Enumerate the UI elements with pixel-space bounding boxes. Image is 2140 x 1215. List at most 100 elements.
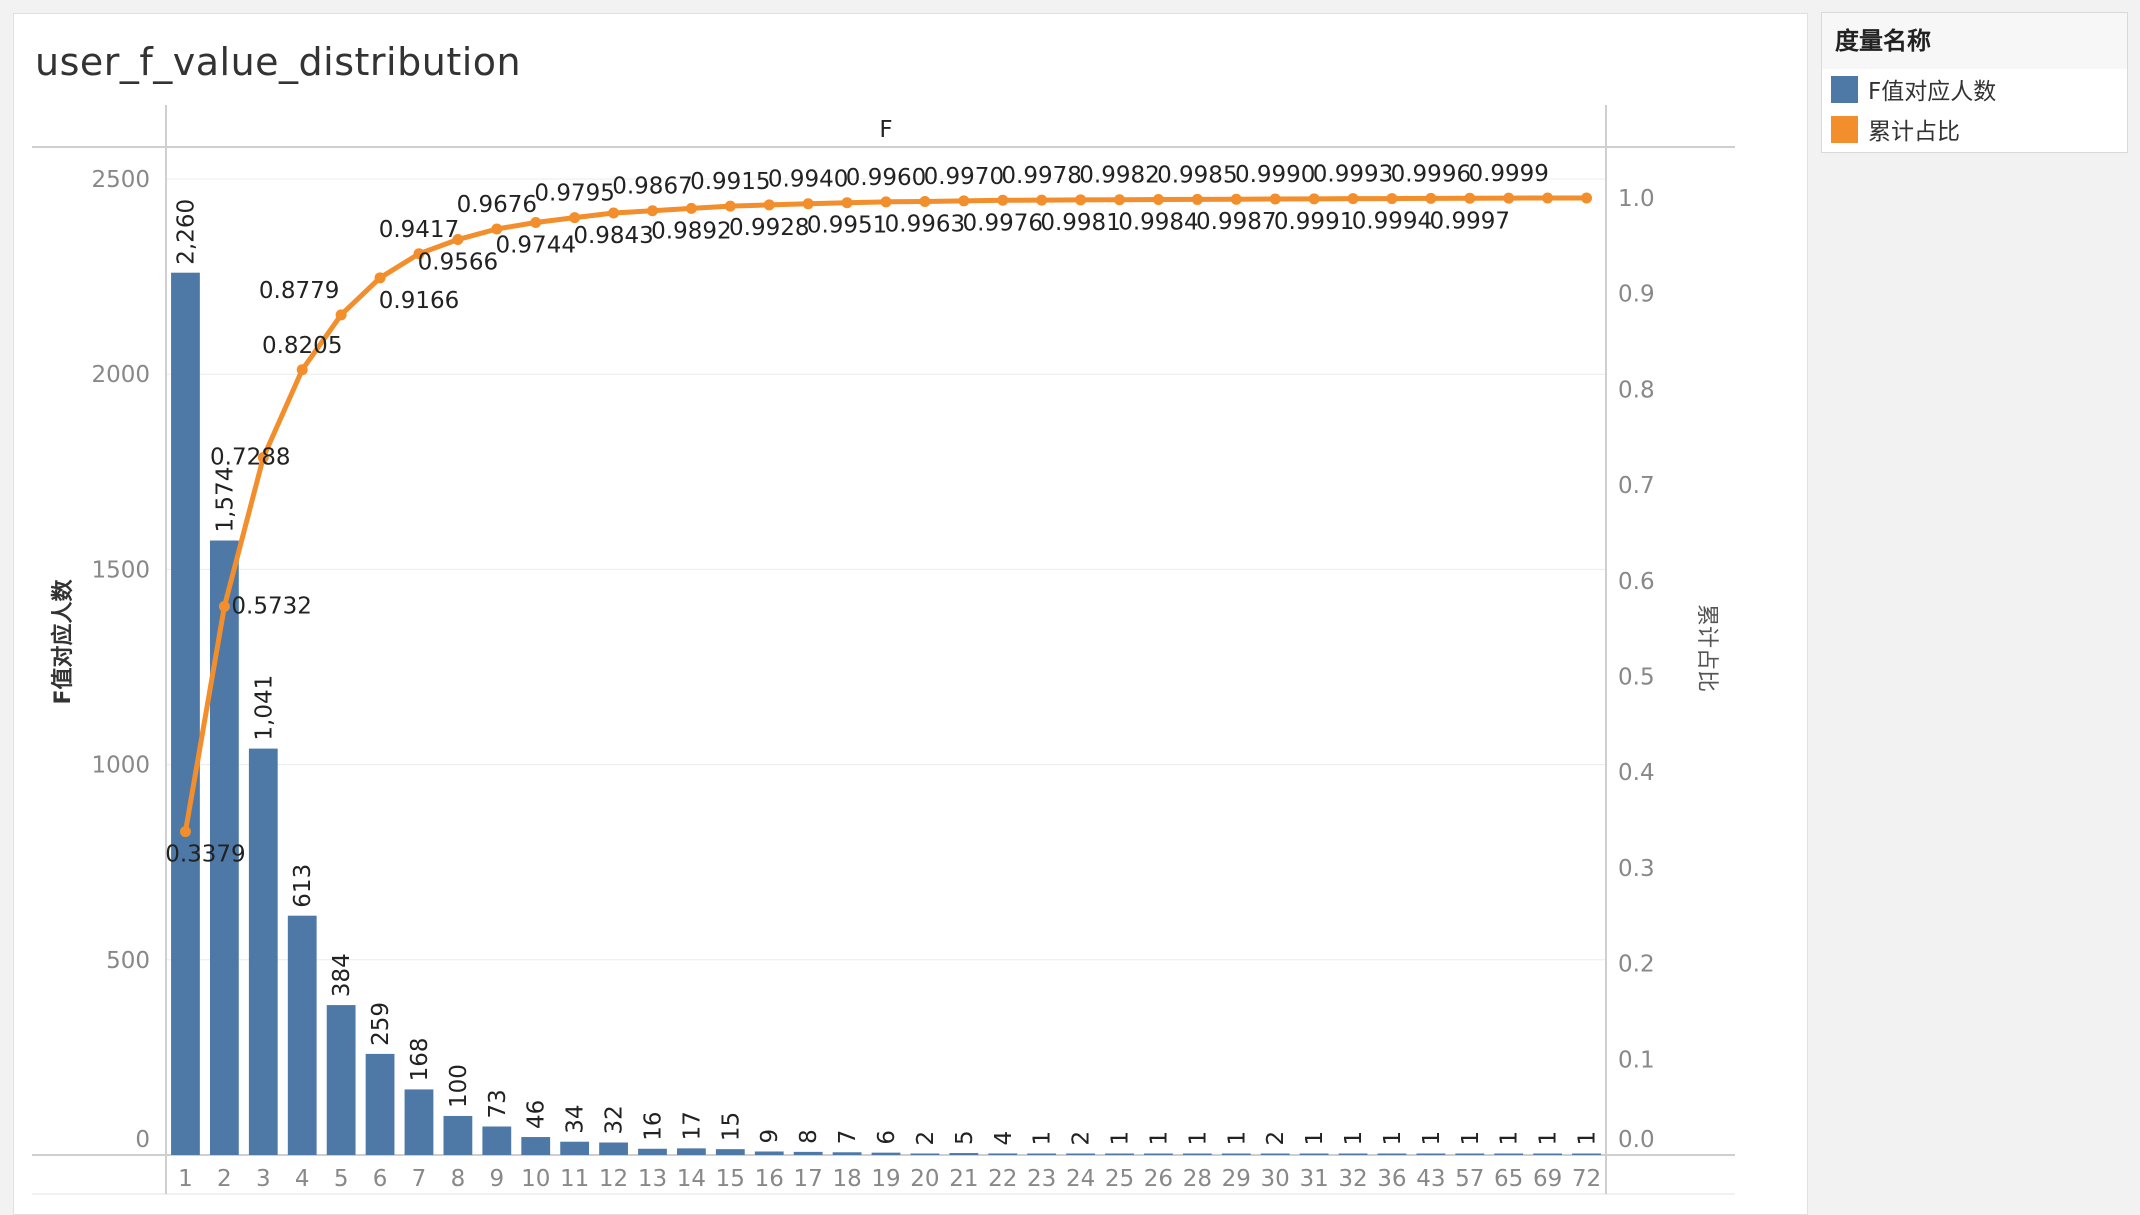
line-value-label: 0.9744 — [495, 232, 575, 258]
line-value-label: 0.9991 — [1274, 209, 1354, 235]
x-tick-label: 5 — [334, 1166, 349, 1192]
bar — [287, 915, 317, 1155]
line-point — [1425, 192, 1437, 204]
x-tick-label: 8 — [451, 1166, 466, 1192]
bar — [560, 1141, 590, 1155]
legend-swatch-blue — [1831, 75, 1858, 103]
line-point — [1581, 192, 1593, 204]
line-value-label: 0.9970 — [924, 164, 1004, 190]
x-tick-label: 15 — [716, 1166, 745, 1192]
chart-canvas: F F值对应人数 累计占比 0 500 1000 1500 2000 2500 0.0 0.1… — [32, 105, 1735, 1195]
line-point — [685, 202, 697, 214]
line-value-label: 0.9795 — [534, 181, 614, 207]
x-tick-label: 20 — [910, 1166, 939, 1192]
x-tick-label: 31 — [1299, 1166, 1328, 1192]
line-value-label: 0.9951 — [807, 213, 887, 239]
bar-value-label: 1 — [1341, 1131, 1367, 1146]
bar-value-label: 17 — [679, 1111, 705, 1140]
x-tick-label: 14 — [677, 1166, 706, 1192]
y-left-tick-label: 2000 — [91, 362, 150, 388]
line-value-label: 0.9987 — [1196, 209, 1276, 235]
y-left-tick-label: 1000 — [91, 753, 150, 779]
line-value-label: 0.9928 — [729, 215, 809, 241]
line-value-label: 0.9981 — [1040, 210, 1120, 236]
bar-value-label: 2 — [1069, 1131, 1095, 1146]
y-right-tick-label: 1.0 — [1618, 186, 1655, 212]
line-value-label: 0.9166 — [379, 288, 459, 314]
bar — [1260, 1153, 1290, 1155]
line-value-label: 0.9996 — [1391, 161, 1471, 187]
line-value-label: 0.9984 — [1118, 210, 1198, 236]
grid-layer — [166, 178, 1606, 961]
bar — [793, 1151, 823, 1155]
y-right-tick-label: 0.6 — [1618, 569, 1655, 595]
line-value-label: 0.9892 — [651, 218, 731, 244]
bar — [1144, 1153, 1173, 1155]
bar-value-label: 384 — [329, 953, 355, 997]
bar — [443, 1115, 473, 1155]
line-value-label: 0.3379 — [165, 842, 245, 868]
x-tick-label: 7 — [412, 1166, 427, 1192]
line-value-label: 0.9915 — [690, 169, 770, 195]
cumulative-line-layer — [179, 192, 1593, 838]
bar-value-label: 9 — [757, 1129, 783, 1144]
line-point — [374, 272, 386, 284]
line-point — [335, 309, 347, 321]
legend-item-count[interactable]: F值对应人数 — [1822, 69, 2127, 109]
line-point — [1075, 194, 1087, 206]
bar-value-label: 1 — [1419, 1131, 1445, 1146]
y-left-tick-label: 500 — [106, 948, 150, 974]
bar — [521, 1137, 551, 1155]
line-value-label: 0.9985 — [1157, 162, 1237, 188]
line-value-label: 0.9978 — [1001, 163, 1081, 189]
x-tick-label: 12 — [599, 1166, 628, 1192]
line-value-label: 0.9843 — [573, 223, 653, 249]
x-tick-label: 21 — [949, 1166, 978, 1192]
bar — [1221, 1153, 1251, 1155]
chart-title: user_f_value_distribution — [35, 40, 522, 84]
bar-value-label: 2 — [1263, 1131, 1289, 1146]
line-value-label: 0.8779 — [259, 278, 339, 304]
y-right-tick-label: 0.9 — [1618, 282, 1655, 308]
legend-title: 度量名称 — [1822, 13, 2127, 69]
y-left-tick-label: 1500 — [91, 557, 150, 583]
x-tick-label: 28 — [1183, 1166, 1212, 1192]
bar — [1182, 1153, 1212, 1155]
line-value-label: 0.9940 — [768, 167, 848, 193]
bar — [871, 1152, 901, 1155]
bar — [171, 272, 200, 1155]
line-value-label: 0.9997 — [1430, 208, 1510, 234]
bar — [638, 1148, 667, 1155]
bar — [949, 1153, 979, 1155]
y-right-tick-label: 0.7 — [1618, 473, 1655, 499]
bar-value-label: 46 — [524, 1100, 550, 1129]
line-point — [1269, 193, 1281, 205]
line-value-label: 0.5732 — [231, 593, 311, 619]
x-tick-label: 17 — [794, 1166, 823, 1192]
line-point — [1503, 192, 1515, 204]
x-tick-label: 26 — [1144, 1166, 1173, 1192]
x-tick-label: 11 — [560, 1166, 589, 1192]
line-point — [997, 194, 1009, 206]
x-tick-label: 4 — [295, 1166, 310, 1192]
x-tick-label: 36 — [1377, 1166, 1406, 1192]
bar-value-label: 1 — [1108, 1131, 1134, 1146]
x-tick-label: 43 — [1416, 1166, 1445, 1192]
bar-value-label: 1 — [1224, 1131, 1250, 1146]
bar — [1572, 1153, 1601, 1155]
line-point — [452, 234, 464, 246]
bar-value-label: 1 — [1575, 1131, 1601, 1146]
x-tick-label: 2 — [217, 1166, 232, 1192]
bar — [209, 540, 239, 1155]
x-tick-label: 24 — [1066, 1166, 1095, 1192]
x-tick-label: 30 — [1261, 1166, 1290, 1192]
x-tick-label: 22 — [988, 1166, 1017, 1192]
line-point — [1230, 193, 1242, 205]
x-tick-label: 16 — [755, 1166, 784, 1192]
bar — [365, 1053, 395, 1155]
line-point — [1542, 192, 1554, 204]
legend-item-cumulative[interactable]: 累计占比 — [1822, 109, 2127, 149]
bar-value-label: 5 — [952, 1130, 978, 1145]
line-point — [1308, 193, 1320, 205]
line-point — [841, 197, 853, 209]
